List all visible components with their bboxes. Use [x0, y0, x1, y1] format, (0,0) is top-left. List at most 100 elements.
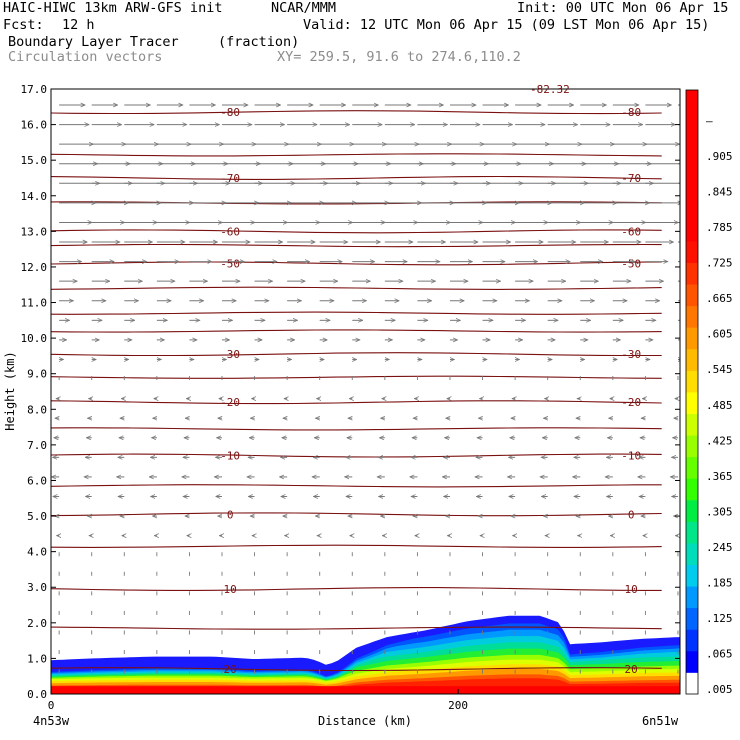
isotherm-label: -20: [621, 396, 641, 409]
colorbar-swatch: [686, 305, 698, 328]
colorbar-swatch: [686, 154, 698, 177]
isotherm-line: [51, 229, 662, 234]
isotherm-line: [51, 400, 662, 405]
isotherm-line: [51, 453, 662, 458]
colorbar-swatch: [686, 672, 698, 695]
colorbar-swatch: [686, 413, 698, 436]
y-tick-label: 2.0: [27, 617, 47, 630]
fcst-value: 12 h: [62, 17, 95, 33]
isotherm-line: [51, 329, 662, 333]
isotherm-label: -80: [220, 106, 240, 119]
y-tick-label: 13.0: [21, 225, 48, 238]
colorbar-swatch: [686, 370, 698, 393]
isotherm-line: [51, 626, 662, 630]
colorbar-swatch: [686, 607, 698, 630]
colorbar-label: .065: [706, 647, 733, 660]
colorbar-swatch: [686, 392, 698, 414]
colorbar-swatch: [686, 327, 698, 350]
valid-time: Valid: 12 UTC Mon 06 Apr 15 (09 LST Mon …: [303, 17, 710, 33]
overlay-name: Circulation vectors: [8, 49, 163, 65]
colorbar-swatch: [686, 90, 698, 112]
colorbar-swatch: [686, 629, 698, 652]
colorbar: .005 .065 .125 .185 .245 .305 .365 .425 .485 .545…: [685, 89, 733, 696]
y-tick-label: 1.0: [27, 652, 47, 665]
colorbar-label: .785: [706, 221, 733, 234]
isotherm-line: [51, 667, 662, 672]
colorbar-label: .245: [706, 541, 733, 554]
right-endpoint-label: 6n51w: [642, 714, 679, 728]
isotherm-label: -80: [621, 106, 641, 119]
isotherm-line: [51, 484, 662, 488]
colorbar-label: .725: [706, 257, 733, 270]
isotherm-line: [51, 311, 662, 315]
colorbar-label: .125: [706, 612, 733, 625]
colorbar-swatch: [686, 219, 698, 242]
colorbar-label: .845: [706, 186, 733, 199]
y-tick-label: 11.0: [21, 297, 48, 310]
colorbar-swatch: [686, 241, 698, 263]
y-tick-label: 16.0: [21, 119, 48, 132]
isotherm-label: -10: [220, 450, 240, 463]
init-time: Init: 00 UTC Mon 06 Apr 15: [517, 0, 729, 16]
y-tick-label: 17.0: [21, 83, 48, 96]
model-title: HAIC-HIWC 13km ARW-GFS init: [3, 0, 223, 16]
plot-background: [51, 89, 680, 694]
isotherm-label: -20: [220, 396, 240, 409]
x-tick-label: 0: [48, 699, 55, 712]
colorbar-swatch: [686, 478, 698, 501]
y-tick-label: 8.0: [27, 403, 47, 416]
isotherm-label: -10: [621, 450, 641, 463]
colorbar-swatch: [686, 564, 698, 587]
colorbar-swatch: [686, 435, 698, 458]
y-tick-label: 9.0: [27, 368, 47, 381]
colorbar-swatch: [686, 197, 698, 220]
colorbar-swatch: [686, 111, 698, 134]
y-tick-label: 0.0: [27, 688, 47, 701]
colorbar-swatch: [686, 176, 698, 199]
plot-frame: [50, 88, 681, 695]
y-tick-label: 6.0: [27, 474, 47, 487]
colorbar-swatch: [686, 521, 698, 544]
y-axis-label: Height (km): [3, 351, 17, 430]
fcst-label: Fcst:: [3, 17, 44, 33]
y-tick-label: 3.0: [27, 581, 47, 594]
isotherm-line: [51, 587, 662, 591]
y-tick-label: 12.0: [21, 261, 48, 274]
isotherm-line: [51, 286, 662, 290]
org-label: NCAR/MMM: [271, 0, 337, 16]
isotherm-line: [51, 261, 662, 266]
y-tick-label: 4.0: [27, 546, 47, 559]
colorbar-label: .185: [706, 576, 733, 589]
isotherm-label: -70: [621, 172, 641, 185]
isotherm-label: 20: [224, 663, 237, 676]
colorbar-label: .005: [706, 683, 733, 696]
xy-range: XY= 259.5, 91.6 to 274.6,110.2: [277, 49, 521, 65]
colorbar-label: .425: [706, 434, 733, 447]
colorbar-swatch: [686, 586, 698, 609]
isotherm-label: -60: [621, 225, 641, 238]
y-tick-label: 10.0: [21, 332, 48, 345]
isotherm-contours: -80 -80-70 -70-60 -60-50 -50-30 -30-20 -20-10-…: [51, 106, 662, 676]
tracer-field: [51, 615, 680, 694]
isotherm-label: 10: [224, 583, 237, 596]
y-tick-label: 7.0: [27, 439, 47, 452]
isotherm-line: [51, 375, 662, 379]
isotherm-line: [51, 544, 662, 548]
colorbar-label: .905: [706, 150, 733, 163]
colorbar-label: .665: [706, 292, 733, 305]
colorbar-swatch: [686, 348, 698, 371]
isotherm-label: -70: [220, 172, 240, 185]
y-tick-label: 5.0: [27, 510, 47, 523]
isotherm-label: 0: [628, 508, 635, 521]
x-axis-label: Distance (km): [318, 714, 412, 728]
x-axis: 0 200: [48, 689, 468, 712]
isotherm-line: [51, 110, 662, 115]
colorbar-label: .545: [706, 363, 733, 376]
circulation-vectors: [52, 105, 680, 674]
isotherm-label: -60: [220, 225, 240, 238]
y-tick-label: 15.0: [21, 154, 48, 167]
colorbar-swatch: [686, 456, 698, 479]
field-units: (fraction): [218, 34, 300, 50]
y-tick-label: 14.0: [21, 190, 48, 203]
